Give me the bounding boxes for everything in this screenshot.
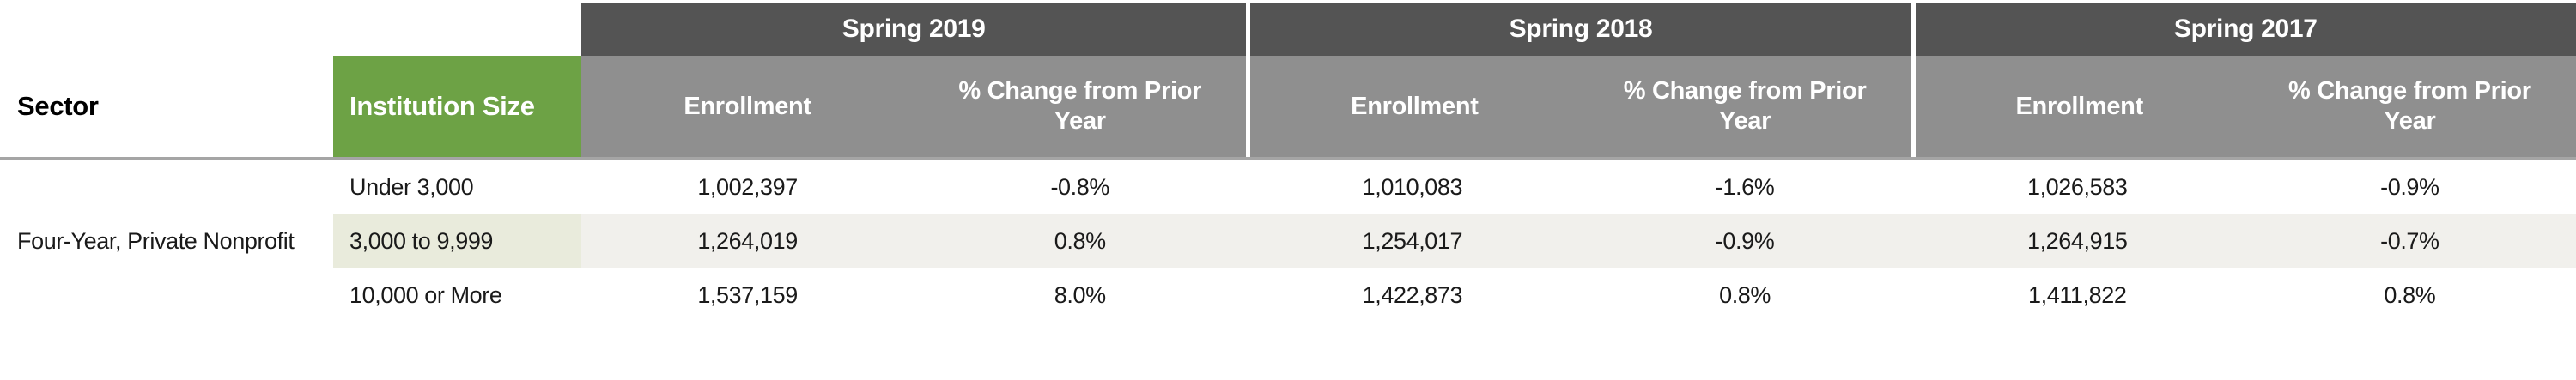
- sector-label: Four-Year, Private Nonprofit: [17, 228, 295, 254]
- row1-enrollment-2019: 1,002,397: [697, 174, 798, 200]
- row1-enrollment-2017: 1,026,583: [2026, 174, 2128, 200]
- year-group-spring-2018: Spring 2018: [1246, 3, 1911, 56]
- pct-change-header-2017: % Change from Prior Year: [2243, 56, 2576, 157]
- pct-change-header-2018: % Change from Prior Year: [1578, 56, 1911, 157]
- row1-pct-change-2018: -1.6%: [1715, 174, 1775, 200]
- year-group-spring-2019: Spring 2019: [581, 3, 1247, 56]
- pct-change-header-2019: % Change from Prior Year: [914, 56, 1247, 157]
- row2-enrollment-2018: 1,254,017: [1246, 214, 1579, 268]
- row1-enrollment-2018: 1,010,083: [1362, 174, 1463, 200]
- column-header-band: Sector Institution Size Enrollment % Cha…: [0, 56, 2576, 157]
- row2-enrollment-2017: 1,264,915: [1911, 214, 2244, 268]
- sector-column-header: Sector: [0, 56, 333, 157]
- row2-pct-change-2017: -0.7%: [2243, 214, 2576, 268]
- year-header-band: Spring 2019 Spring 2018 Spring 2017: [0, 3, 2576, 56]
- enrollment-header-2018: Enrollment: [1246, 56, 1579, 157]
- enrollment-header-2019: Enrollment: [581, 56, 914, 157]
- row2-institution-size: 3,000 to 9,999: [333, 214, 581, 268]
- row2-pct-change-2019: 0.8%: [914, 214, 1247, 268]
- row3-enrollment-2017: 1,411,822: [2027, 282, 2127, 308]
- row3-institution-size: 10,000 or More: [349, 282, 502, 308]
- row1-institution-size: Under 3,000: [349, 174, 474, 200]
- row1-pct-change-2017: -0.9%: [2380, 174, 2439, 200]
- header-divider-rule: [0, 157, 2576, 160]
- row3-enrollment-2019: 1,537,159: [697, 282, 798, 308]
- row2-enrollment-2019: 1,264,019: [581, 214, 914, 268]
- header-corner-blank: [0, 3, 581, 56]
- table-body: Four-Year, Private Nonprofit Under 3,000…: [0, 160, 2576, 323]
- row1-pct-change-2019: -0.8%: [1050, 174, 1110, 200]
- enrollment-header-2017: Enrollment: [1911, 56, 2244, 157]
- row3-pct-change-2017: 0.8%: [2384, 282, 2436, 308]
- row2-pct-change-2018: -0.9%: [1578, 214, 1911, 268]
- row3-enrollment-2018: 1,422,873: [1362, 282, 1463, 308]
- institution-size-column-header: Institution Size: [333, 56, 581, 157]
- row3-pct-change-2018: 0.8%: [1719, 282, 1771, 308]
- row3-pct-change-2019: 8.0%: [1054, 282, 1106, 308]
- year-group-spring-2017: Spring 2017: [1911, 3, 2576, 56]
